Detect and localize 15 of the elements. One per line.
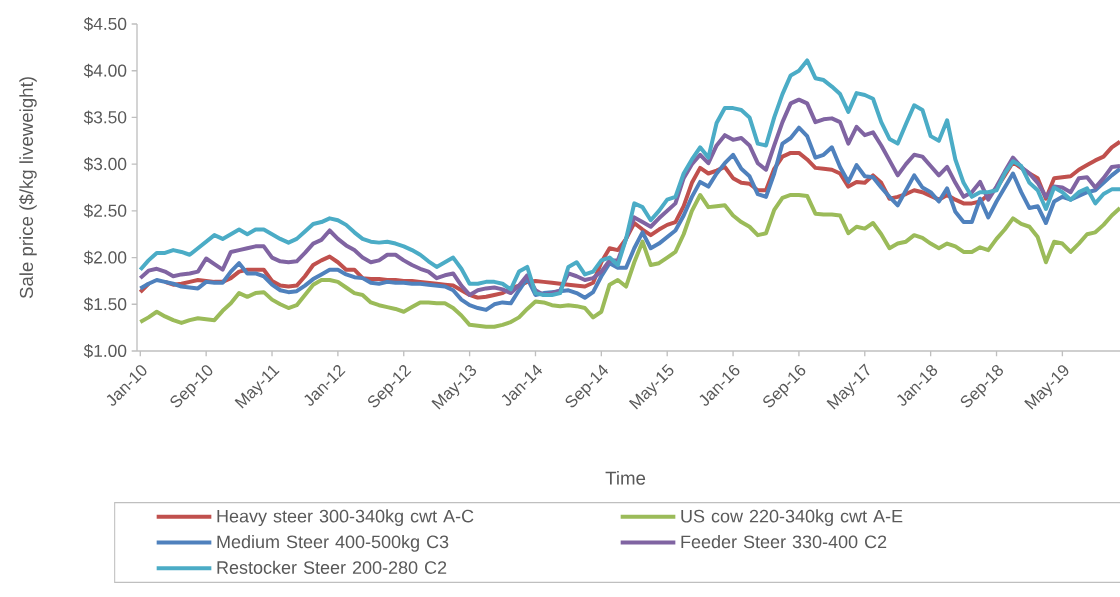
y-tick-label: $1.00 — [83, 343, 127, 359]
y-axis-title: Sale price ($/kg liveweight) — [19, 77, 37, 299]
legend-label: Heavy steer 300-340kg cwt A-C — [217, 509, 474, 527]
y-tick-label: $3.50 — [83, 110, 127, 125]
y-tick-label: $2.50 — [83, 203, 127, 218]
y-tick-label: $2.00 — [83, 250, 127, 265]
y-tick-label: $4.00 — [83, 63, 127, 78]
legend-label: Restocker Steer 200-280 C2 — [217, 560, 447, 574]
x-axis-title: Time — [605, 471, 646, 485]
legend-label: Medium Steer 400-500kg C3 — [217, 534, 449, 552]
legend-label: Feeder Steer 330-400 C2 — [681, 534, 887, 549]
y-tick-label: $3.00 — [83, 157, 127, 172]
y-tick-label: $1.50 — [83, 297, 127, 312]
y-tick-label: $4.50 — [83, 16, 127, 32]
legend-label: US cow 220-340kg cwt A-E — [681, 509, 903, 527]
